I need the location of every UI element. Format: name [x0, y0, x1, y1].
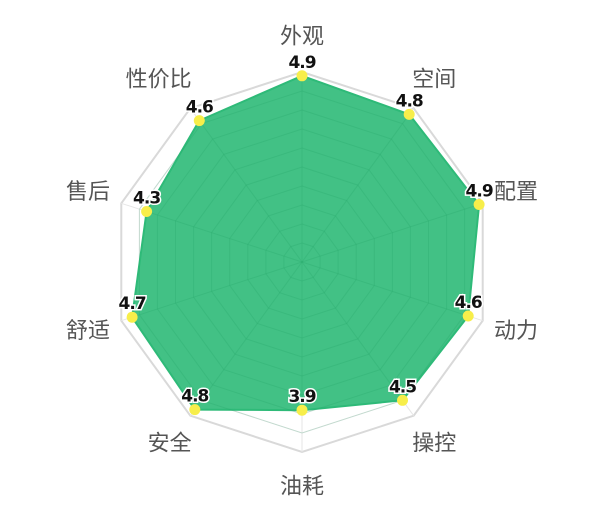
data-label: 4.6: [186, 98, 213, 118]
data-label: 4.8: [181, 387, 208, 407]
axis-spoke-overlay: [301, 114, 410, 263]
axis-spoke-overlay: [301, 261, 403, 401]
category-label: 空间: [412, 68, 456, 93]
category-label: 操控: [412, 432, 456, 457]
category-label: 外观: [280, 25, 324, 50]
data-point: [126, 311, 138, 323]
category-label: 油耗: [280, 475, 324, 500]
data-point: [193, 115, 205, 127]
data-point: [473, 199, 485, 210]
axis-spoke-overlay: [301, 261, 469, 317]
data-label: 4.8: [396, 91, 423, 111]
grid-ring-overlay: [265, 223, 339, 301]
category-label: 舒适: [66, 319, 110, 344]
data-point: [397, 394, 408, 406]
axis-spoke-overlay: [198, 120, 303, 263]
grid-ring-overlay: [138, 90, 466, 434]
data-label: 4.6: [455, 293, 482, 313]
data-label: 4.9: [288, 53, 315, 73]
data-label: 4.9: [466, 182, 493, 202]
grid-ring-overlay: [229, 185, 375, 339]
data-label: 4.7: [119, 294, 146, 314]
axis-spoke-overlay: [131, 261, 303, 318]
grid-ring-overlay: [175, 128, 429, 396]
data-label: 3.9: [288, 387, 315, 407]
data-point: [462, 310, 474, 322]
data-point: [141, 206, 153, 217]
category-label: 动力: [494, 319, 538, 344]
axis-spoke-overlay: [146, 211, 303, 263]
category-label: 性价比: [126, 68, 192, 93]
data-label: 4.3: [133, 189, 160, 209]
data-point: [189, 404, 201, 416]
category-label: 售后: [66, 180, 110, 205]
grid-ring-overlay: [283, 242, 321, 282]
grid-ring-overlay: [193, 147, 411, 377]
data-point: [296, 70, 308, 82]
axis-spoke-overlay: [194, 261, 303, 410]
category-label: 安全: [148, 432, 192, 457]
data-label: 4.5: [389, 377, 416, 397]
data-point: [403, 108, 415, 120]
data-point: [296, 404, 308, 416]
grid-ring-overlay: [211, 166, 393, 358]
category-label: 配置: [494, 180, 538, 205]
grid-ring-overlay: [247, 204, 357, 320]
axis-spoke-overlay: [301, 204, 480, 263]
